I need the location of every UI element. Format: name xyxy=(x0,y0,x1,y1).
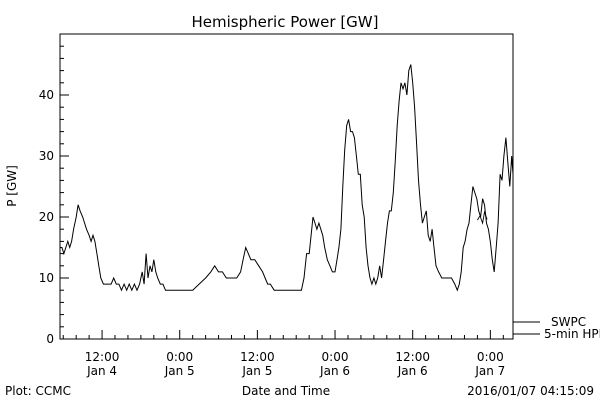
x-tick-day-label: Jan 7 xyxy=(474,364,505,378)
y-tick-label: 10 xyxy=(39,271,54,285)
y-tick-label: 40 xyxy=(39,88,54,102)
x-axis-label: Date and Time xyxy=(242,384,330,398)
series-swpc-line xyxy=(60,64,514,292)
x-tick-time-label: 12:00 xyxy=(85,350,120,364)
series-layer xyxy=(60,64,514,292)
x-tick-day-label: Jan 6 xyxy=(397,364,428,378)
plot-timestamp: 2016/01/07 04:15:09 xyxy=(467,384,594,398)
y-axis-label: P [GW] xyxy=(5,165,19,207)
series-5min-hpi-line xyxy=(477,210,488,225)
x-tick-day-label: Jan 4 xyxy=(86,364,117,378)
legend-hpi-label: 5-min HPI xyxy=(544,327,600,341)
x-tick-day-label: Jan 5 xyxy=(164,364,195,378)
x-tick-time-label: 0:00 xyxy=(477,350,504,364)
y-tick-label: 20 xyxy=(39,210,54,224)
y-tick-label: 0 xyxy=(46,332,54,346)
x-tick-time-label: 12:00 xyxy=(395,350,430,364)
x-tick-time-label: 0:00 xyxy=(166,350,193,364)
x-tick-day-label: Jan 5 xyxy=(241,364,272,378)
x-tick-time-label: 0:00 xyxy=(322,350,349,364)
legend: SWPC 5-min HPI xyxy=(513,315,600,341)
x-tick-time-label: 12:00 xyxy=(240,350,275,364)
plot-credit: Plot: CCMC xyxy=(5,384,71,398)
legend-swpc-label: SWPC xyxy=(551,315,586,329)
plot-frame xyxy=(59,33,514,340)
x-tick-day-label: Jan 6 xyxy=(319,364,350,378)
y-tick-label: 30 xyxy=(39,149,54,163)
y-axis: 0 10 20 30 40 xyxy=(39,33,69,346)
chart-title: Hemispheric Power [GW] xyxy=(192,13,379,31)
